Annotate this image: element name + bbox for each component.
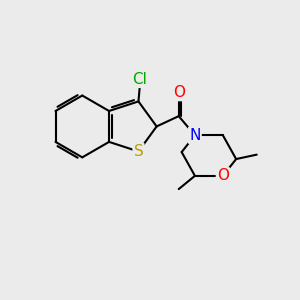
Text: Cl: Cl (133, 72, 147, 87)
Text: O: O (173, 85, 185, 100)
Text: N: N (189, 128, 201, 143)
Text: S: S (134, 144, 143, 159)
Text: O: O (217, 168, 229, 183)
